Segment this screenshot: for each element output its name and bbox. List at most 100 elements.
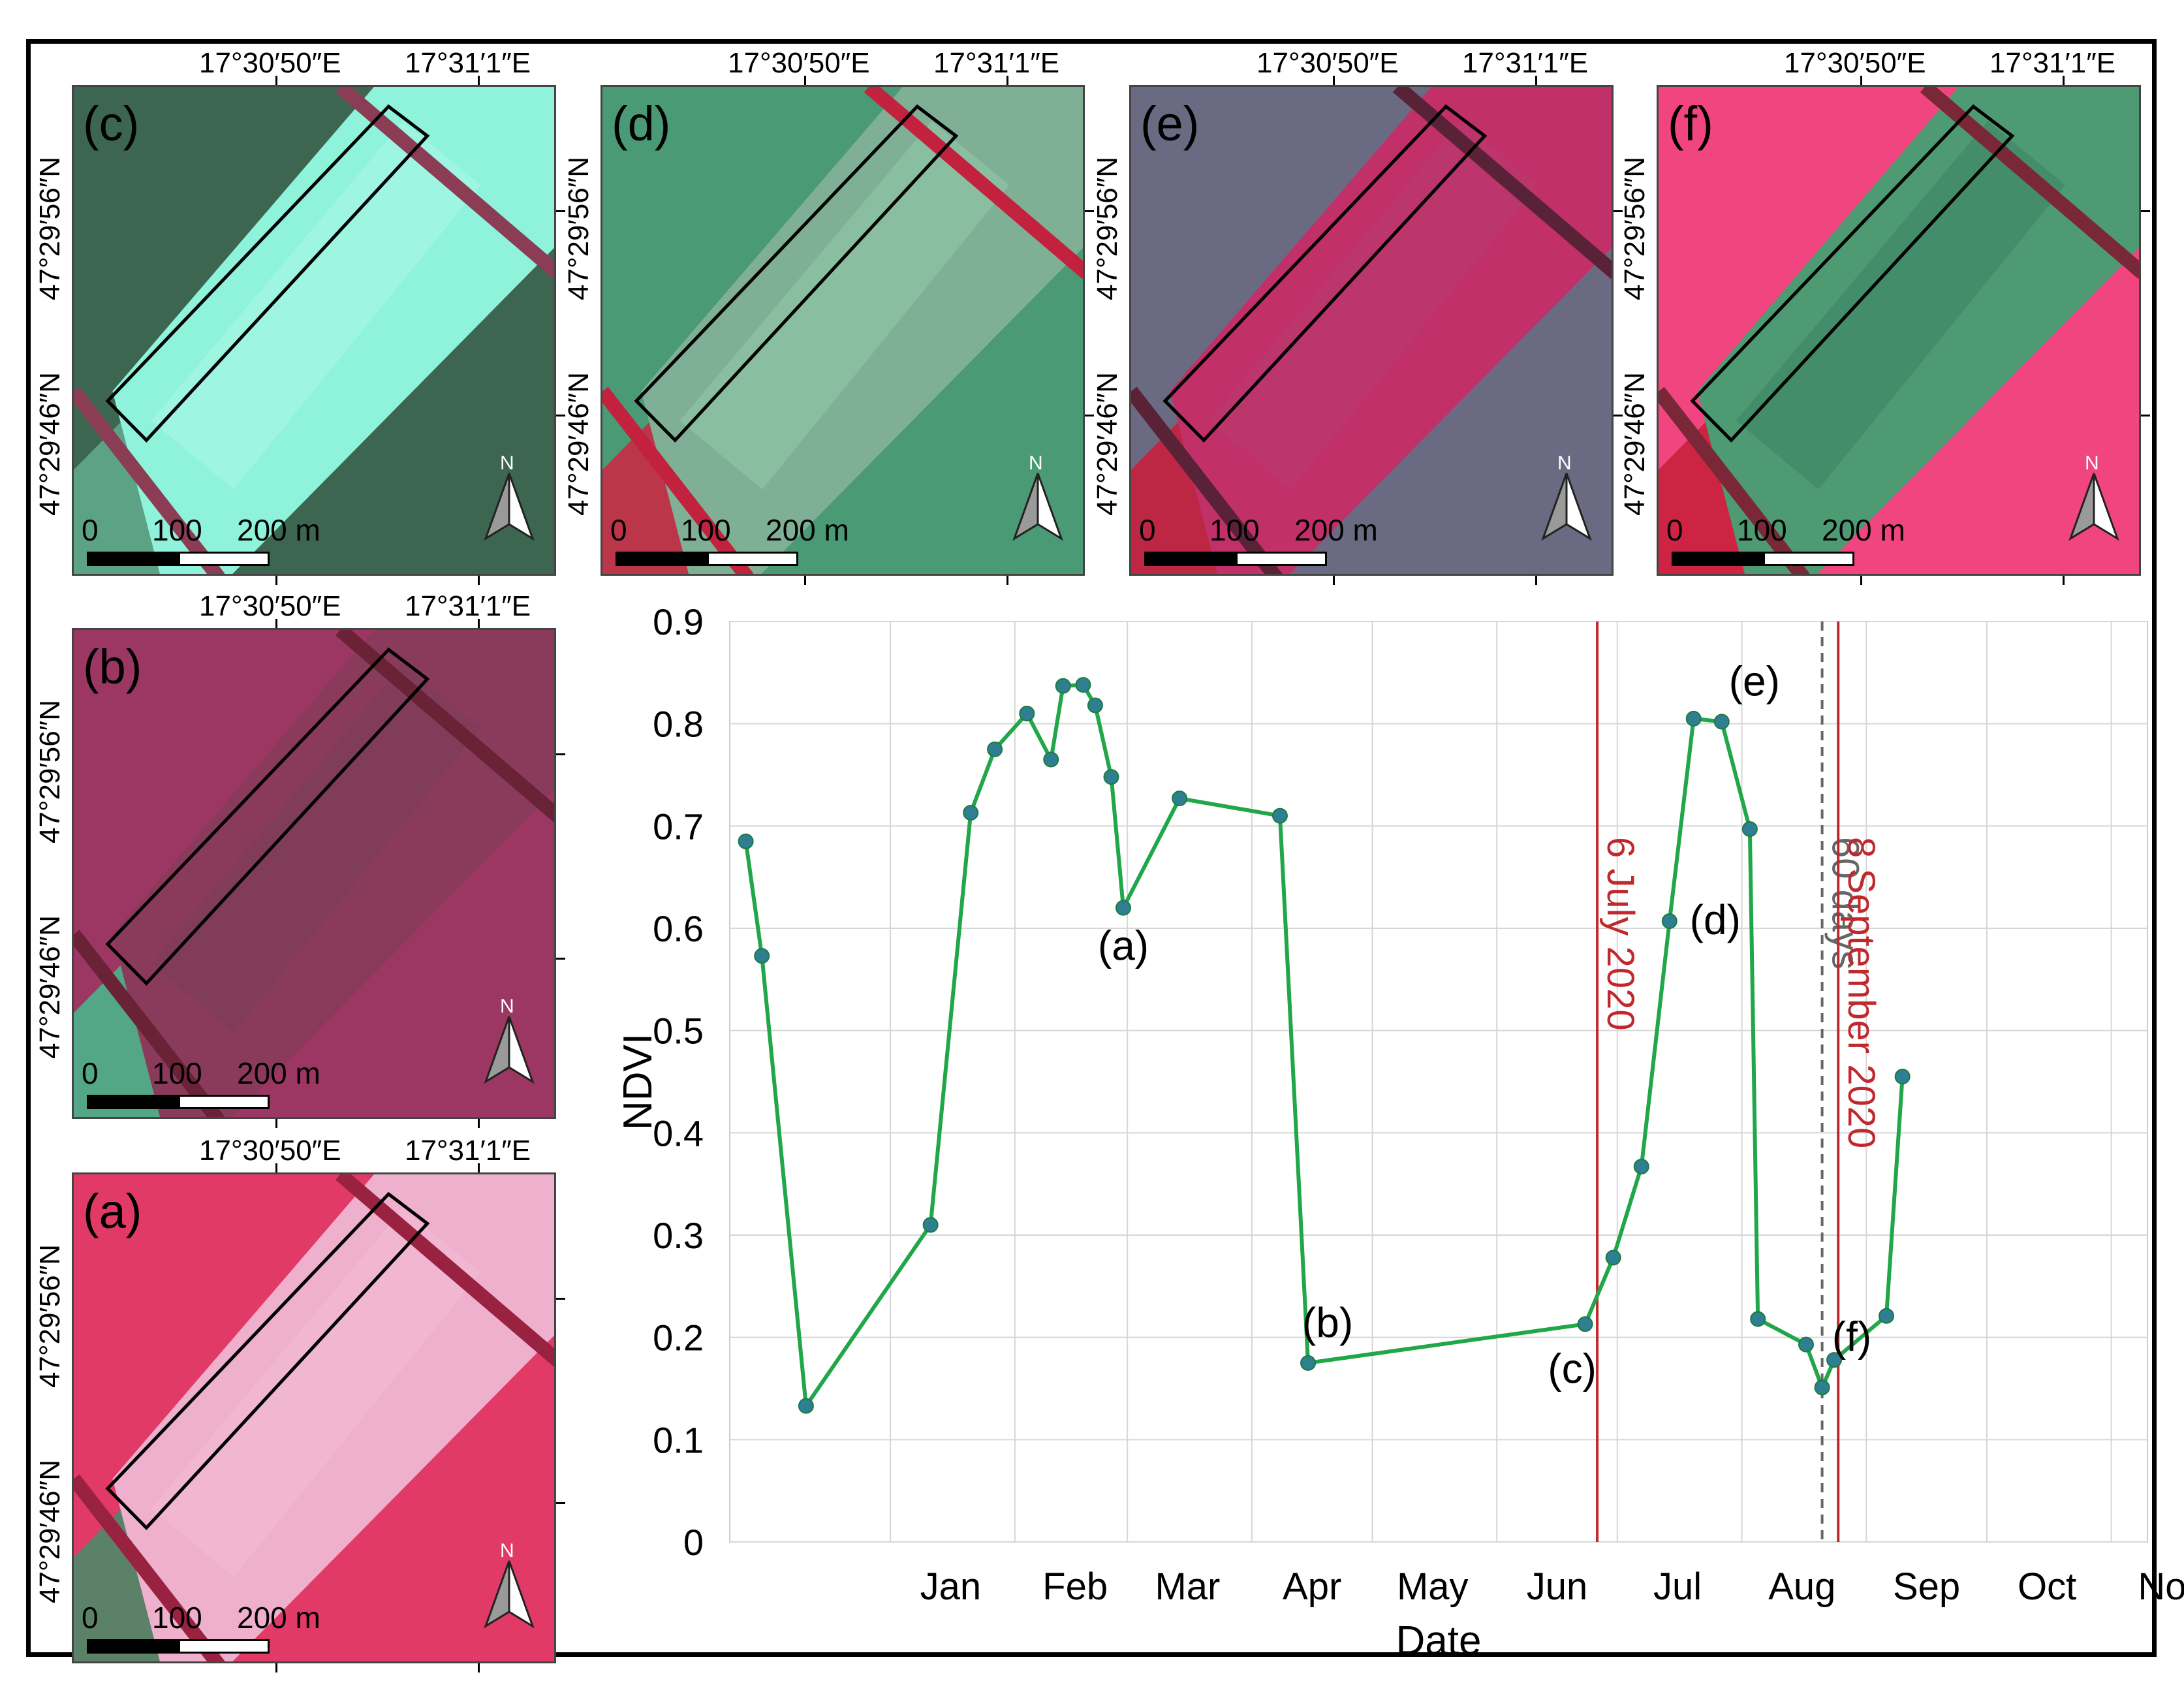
scale-zero: 0 [82, 1601, 99, 1635]
scale-200m: 200 m [237, 1601, 320, 1635]
coord-tick [478, 576, 480, 585]
coord-tick [1085, 415, 1094, 416]
ndvi-data-point [1172, 791, 1188, 807]
y-tick-label: 0.3 [653, 1215, 704, 1256]
coord-tick [1333, 576, 1335, 585]
ndvi-data-point [754, 948, 770, 964]
coord-label-east-1: 17°30′50″E [199, 1135, 341, 1167]
scale-bar-black [87, 1095, 178, 1109]
study-plot-outline [105, 104, 430, 443]
scale-100: 100 [152, 513, 202, 547]
x-tick-label: Jan [920, 1565, 982, 1608]
coord-tick [1006, 576, 1008, 585]
coord-tick [1614, 415, 1623, 416]
north-label: N [1557, 452, 1572, 474]
scale-zero: 0 [1666, 513, 1683, 547]
scale-zero: 0 [610, 513, 627, 547]
coord-label-east-2: 17°31′1″E [405, 590, 531, 622]
coord-label-east-1: 17°30′50″E [1784, 47, 1926, 79]
coord-label-east-2: 17°31′1″E [405, 1135, 531, 1167]
scale-bar-white [178, 552, 270, 566]
x-tick-label: Mar [1155, 1565, 1220, 1608]
series-annotation: (a) [1098, 922, 1149, 969]
ndvi-data-point [1741, 821, 1758, 838]
series-annotation: (c) [1548, 1345, 1597, 1392]
scale-zero: 0 [82, 513, 99, 547]
ndvi-data-point [1685, 710, 1702, 727]
ndvi-data-point [1103, 769, 1119, 785]
ndvi-data-point [1055, 678, 1071, 694]
panel-label: (d) [612, 97, 671, 151]
study-plot-outline [105, 647, 430, 986]
x-tick-label: Jun [1527, 1565, 1588, 1608]
ndvi-data-point [963, 804, 979, 821]
coord-tick [275, 76, 277, 85]
x-tick-label: Aug [1768, 1565, 1835, 1608]
coord-tick [1333, 76, 1335, 85]
satellite-image [1131, 87, 1612, 574]
scale-zero: 0 [1139, 513, 1156, 547]
y-tick-label: 0.9 [653, 601, 704, 642]
coord-tick [275, 619, 277, 628]
scale-zero: 0 [82, 1056, 99, 1090]
x-tick-label: May [1397, 1565, 1469, 1608]
coord-tick [478, 1663, 480, 1672]
y-tick-label: 0.5 [653, 1011, 704, 1052]
coord-tick [1085, 210, 1094, 212]
ndvi-data-point [1798, 1336, 1814, 1353]
ndvi-data-point [1577, 1316, 1593, 1332]
ndvi-data-point [1713, 714, 1730, 730]
scale-bar-white [1236, 552, 1327, 566]
panel-label: (a) [83, 1184, 142, 1238]
coord-tick [2063, 576, 2065, 585]
scale-bar-white [1763, 552, 1854, 566]
ndvi-data-point [1019, 706, 1035, 721]
satellite-image [602, 87, 1083, 574]
north-arrow-icon: N [2068, 452, 2120, 548]
satellite-image [74, 630, 554, 1117]
map-panel-e: (e) 0 100 200 m N [1129, 85, 1614, 576]
north-arrow-icon: N [483, 996, 535, 1091]
panel-label: (b) [83, 640, 142, 694]
y-tick-label: 0 [683, 1522, 704, 1563]
coord-tick [556, 1502, 565, 1504]
scale-bar-white [178, 1095, 270, 1109]
x-tick-label: Nov [2138, 1565, 2184, 1608]
coord-tick [556, 210, 565, 212]
series-annotation: (e) [1729, 658, 1780, 705]
y-tick-label: 0.7 [653, 806, 704, 847]
x-tick-label: Feb [1042, 1565, 1108, 1608]
y-tick-label: 0.8 [653, 704, 704, 745]
x-tick-label: Apr [1283, 1565, 1341, 1608]
reference-line-label: 60 days [1824, 837, 1867, 969]
coord-tick [1535, 576, 1537, 585]
ndvi-data-point [1894, 1069, 1911, 1085]
north-arrow-icon: N [483, 1540, 535, 1636]
coord-tick [275, 1163, 277, 1172]
ndvi-data-point [1826, 1352, 1843, 1368]
coord-label-east-1: 17°30′50″E [728, 47, 870, 79]
series-annotation: (d) [1690, 896, 1741, 943]
map-panel-b: (b) 0 100 200 m N [72, 628, 556, 1119]
north-label: N [500, 452, 514, 474]
coord-tick [556, 958, 565, 960]
ndvi-data-point [922, 1217, 939, 1233]
panel-label: (f) [1668, 97, 1713, 151]
coord-tick [1860, 576, 1862, 585]
x-tick-label: Sep [1893, 1565, 1960, 1608]
x-tick-label: Oct [2018, 1565, 2076, 1608]
study-plot-outline [105, 1191, 430, 1531]
north-label: N [1029, 452, 1043, 474]
coord-tick [2141, 210, 2150, 212]
x-axis-label: Date [1396, 1618, 1482, 1663]
study-plot-outline [634, 104, 959, 443]
reference-line-label: 6 July 2020 [1599, 837, 1642, 1031]
coord-tick [478, 619, 480, 628]
coord-tick [478, 1163, 480, 1172]
scale-bar-white [707, 552, 798, 566]
coord-tick [1006, 76, 1008, 85]
y-tick-label: 0.2 [653, 1317, 704, 1358]
coord-label-east-2: 17°31′1″E [933, 47, 1060, 79]
ndvi-data-point [1300, 1355, 1317, 1371]
scale-bar-black [1672, 552, 1763, 566]
